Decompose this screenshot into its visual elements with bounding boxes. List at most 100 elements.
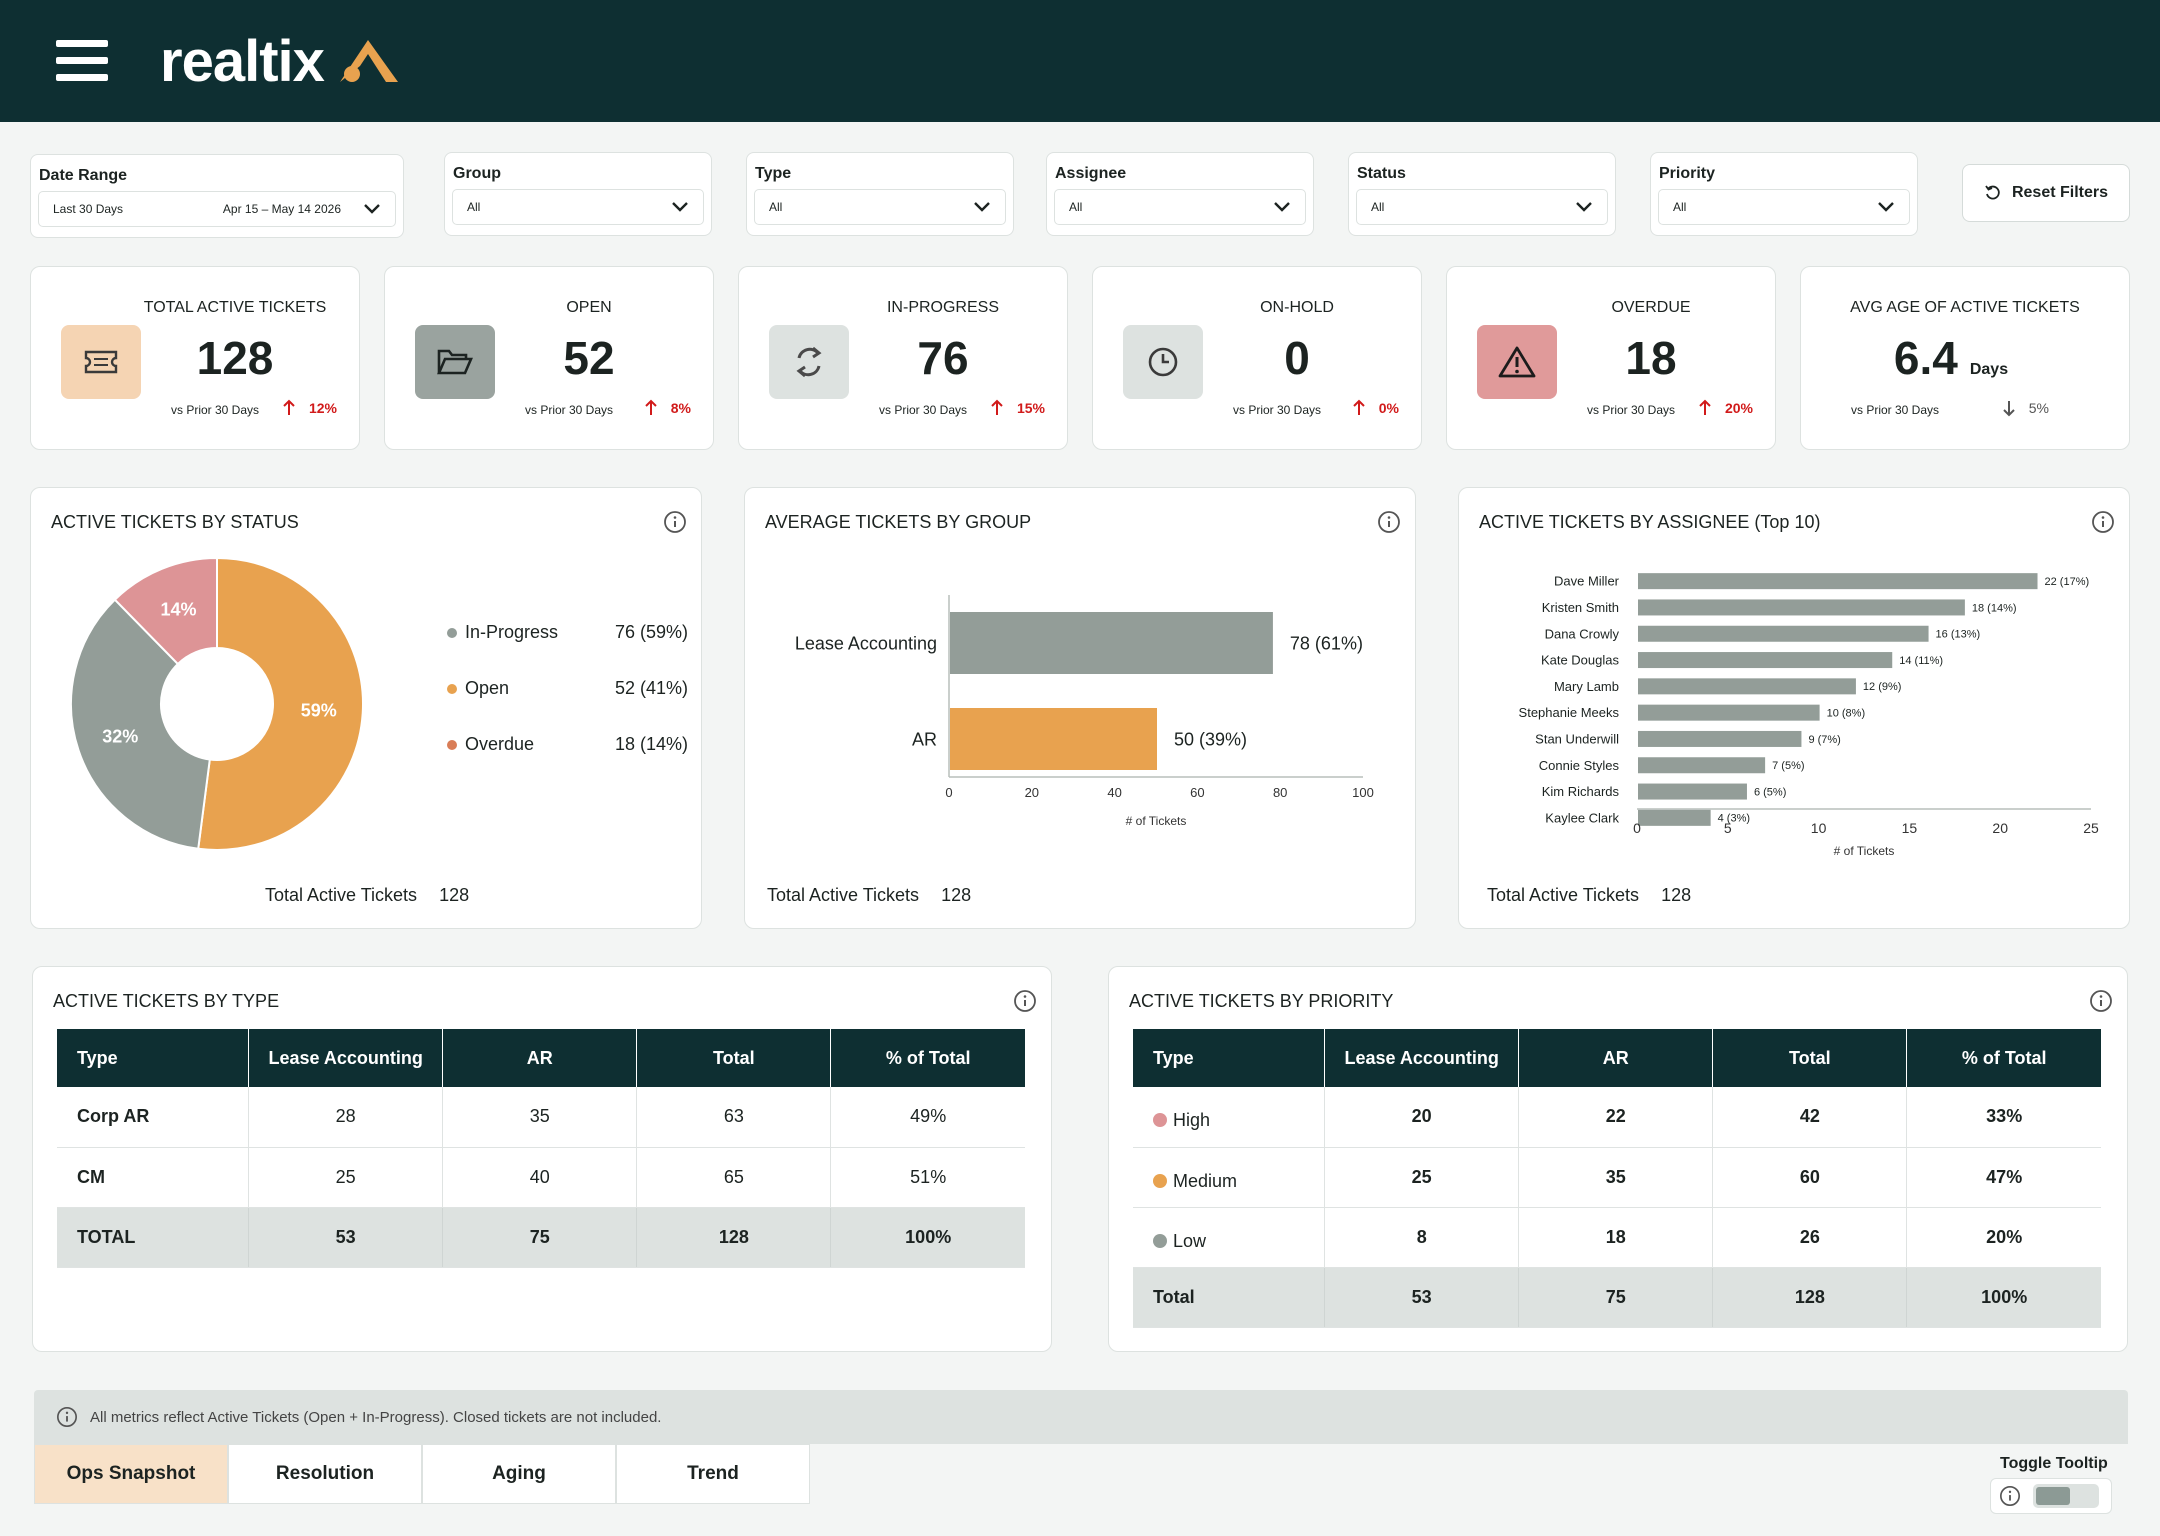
date-range-select[interactable]: Last 30 Days Apr 15 – May 14 2026 bbox=[38, 191, 396, 227]
info-icon bbox=[57, 1407, 77, 1427]
reset-filters-button[interactable]: Reset Filters bbox=[1962, 164, 2130, 222]
legend-count: 76 (59%) bbox=[615, 622, 689, 642]
menu-icon[interactable] bbox=[56, 40, 108, 82]
group-chart-title: AVERAGE TICKETS BY GROUP bbox=[765, 512, 1032, 532]
bar[interactable] bbox=[1638, 625, 1929, 642]
kpi-value-number: 0 bbox=[1284, 332, 1310, 384]
info-icon[interactable] bbox=[663, 510, 687, 534]
info-icon[interactable] bbox=[2089, 989, 2113, 1013]
table-cell: 25 bbox=[1324, 1147, 1519, 1208]
category-label: Kim Richards bbox=[1542, 784, 1620, 799]
x-tick-label: 0 bbox=[945, 785, 952, 800]
bar[interactable] bbox=[1638, 652, 1893, 669]
toggle-tooltip bbox=[1990, 1478, 2112, 1514]
table-cell: 42 bbox=[1712, 1087, 1907, 1148]
chevron-down-icon bbox=[1274, 202, 1290, 212]
donut-slice-in-progress[interactable] bbox=[197, 556, 364, 851]
assignee-total: Total Active Tickets 128 bbox=[1487, 885, 1691, 906]
bar-value-label: 50 (39%) bbox=[1174, 729, 1247, 749]
toggle-tooltip-label: Toggle Tooltip bbox=[2000, 1455, 2108, 1472]
table-row: High 20 22 42 33% bbox=[1133, 1087, 2101, 1148]
kpi-delta-value: 20% bbox=[1724, 400, 1753, 416]
assignee-select[interactable]: All bbox=[1054, 189, 1306, 225]
bar[interactable] bbox=[1638, 809, 1711, 826]
kpi-compare-label: vs Prior 30 Days bbox=[1850, 403, 1940, 417]
column-header[interactable]: % of Total bbox=[1906, 1029, 2101, 1087]
column-header[interactable]: Total bbox=[636, 1029, 831, 1087]
tab-trend[interactable]: Trend bbox=[616, 1444, 810, 1504]
group-filter-label: Group bbox=[453, 165, 501, 182]
priority-filter: Priority All bbox=[1650, 152, 1918, 236]
type-filter: Type All bbox=[746, 152, 1014, 236]
assignee-chart-title: ACTIVE TICKETS BY ASSIGNEE (Top 10) bbox=[1479, 512, 1821, 532]
group-select[interactable]: All bbox=[452, 189, 704, 225]
arrow-up-icon bbox=[1353, 399, 1365, 415]
bar[interactable] bbox=[950, 612, 1273, 674]
column-header[interactable]: Total bbox=[1712, 1029, 1907, 1087]
kpi-compare-label: vs Prior 30 Days bbox=[878, 403, 968, 417]
kpi-overdue: OVERDUE 18 vs Prior 30 Days 20% bbox=[1446, 266, 1776, 450]
category-label: Mary Lamb bbox=[1554, 679, 1619, 694]
bar[interactable] bbox=[1638, 783, 1747, 800]
tab-ops-snapshot[interactable]: Ops Snapshot bbox=[34, 1444, 228, 1504]
arrow-up-icon bbox=[991, 399, 1003, 415]
bar-value-label: 9 (7%) bbox=[1808, 734, 1840, 746]
column-header[interactable]: Lease Accounting bbox=[1324, 1029, 1519, 1087]
column-header[interactable]: Type bbox=[57, 1029, 249, 1087]
kpi-delta-value: 15% bbox=[1016, 400, 1045, 416]
table-cell: 47% bbox=[1906, 1147, 2101, 1208]
donut-slice-label: 59% bbox=[301, 701, 337, 721]
table-cell: 40 bbox=[442, 1147, 637, 1208]
metrics-notice: All metrics reflect Active Tickets (Open… bbox=[34, 1390, 2128, 1444]
bar[interactable] bbox=[950, 708, 1157, 770]
bar[interactable] bbox=[1638, 757, 1766, 774]
group-select-value: All bbox=[467, 200, 481, 214]
donut-slice-overdue[interactable] bbox=[113, 556, 218, 666]
column-header[interactable]: AR bbox=[1518, 1029, 1713, 1087]
info-icon[interactable] bbox=[2091, 510, 2115, 534]
table-row: Medium 25 35 60 47% bbox=[1133, 1147, 2101, 1208]
bar[interactable] bbox=[1638, 678, 1856, 695]
bar[interactable] bbox=[1638, 573, 2038, 590]
priority-select[interactable]: All bbox=[1658, 189, 1910, 225]
bar[interactable] bbox=[1638, 599, 1965, 616]
kpi-title: ON-HOLD bbox=[1260, 299, 1334, 316]
logo-text: realtix bbox=[160, 28, 325, 94]
logo[interactable]: realtix bbox=[160, 24, 400, 98]
status-filter-label: Status bbox=[1357, 165, 1406, 182]
kpi-avg-age: AVG AGE OF ACTIVE TICKETS 6.4 Days vs Prior… bbox=[1800, 266, 2130, 450]
type-select[interactable]: All bbox=[754, 189, 1006, 225]
bar-value-label: 18 (14%) bbox=[1972, 602, 2017, 614]
table-cell: 20% bbox=[1906, 1207, 2101, 1268]
kpi-delta-value: 0% bbox=[1378, 400, 1399, 416]
status-select[interactable]: All bbox=[1356, 189, 1608, 225]
column-header[interactable]: Lease Accounting bbox=[248, 1029, 443, 1087]
kpi-delta: 8% bbox=[645, 399, 691, 417]
tab-resolution[interactable]: Resolution bbox=[228, 1444, 422, 1504]
type-select-value: All bbox=[769, 200, 783, 214]
bar[interactable] bbox=[1638, 730, 1802, 747]
group-total-value: 128 bbox=[941, 885, 972, 905]
column-header[interactable]: AR bbox=[442, 1029, 637, 1087]
tab-aging[interactable]: Aging bbox=[422, 1444, 616, 1504]
chevron-down-icon bbox=[1576, 202, 1592, 212]
kpi-compare-label: vs Prior 30 Days bbox=[524, 403, 614, 417]
table-row: CM 25 40 65 51% bbox=[57, 1147, 1025, 1208]
priority-label: Medium bbox=[1173, 1170, 1238, 1191]
kpi-value-number: 76 bbox=[917, 332, 969, 384]
priority-dot-icon bbox=[1153, 1233, 1167, 1248]
column-header[interactable]: % of Total bbox=[830, 1029, 1025, 1087]
legend-dot bbox=[447, 739, 457, 750]
toggle-tooltip-switch[interactable] bbox=[2033, 1484, 2099, 1508]
priority-label: High bbox=[1173, 1110, 1211, 1131]
info-icon[interactable] bbox=[1013, 989, 1037, 1013]
info-icon[interactable] bbox=[1377, 510, 1401, 534]
bar[interactable] bbox=[1638, 704, 1820, 721]
type-filter-label: Type bbox=[755, 165, 792, 182]
column-header[interactable]: Type bbox=[1133, 1029, 1325, 1087]
category-label: AR bbox=[912, 729, 937, 749]
kpi-delta: 20% bbox=[1699, 399, 1753, 417]
assignee-filter-label: Assignee bbox=[1055, 165, 1127, 182]
legend-label: In-Progress bbox=[465, 622, 559, 642]
arrow-up-icon bbox=[283, 399, 295, 415]
